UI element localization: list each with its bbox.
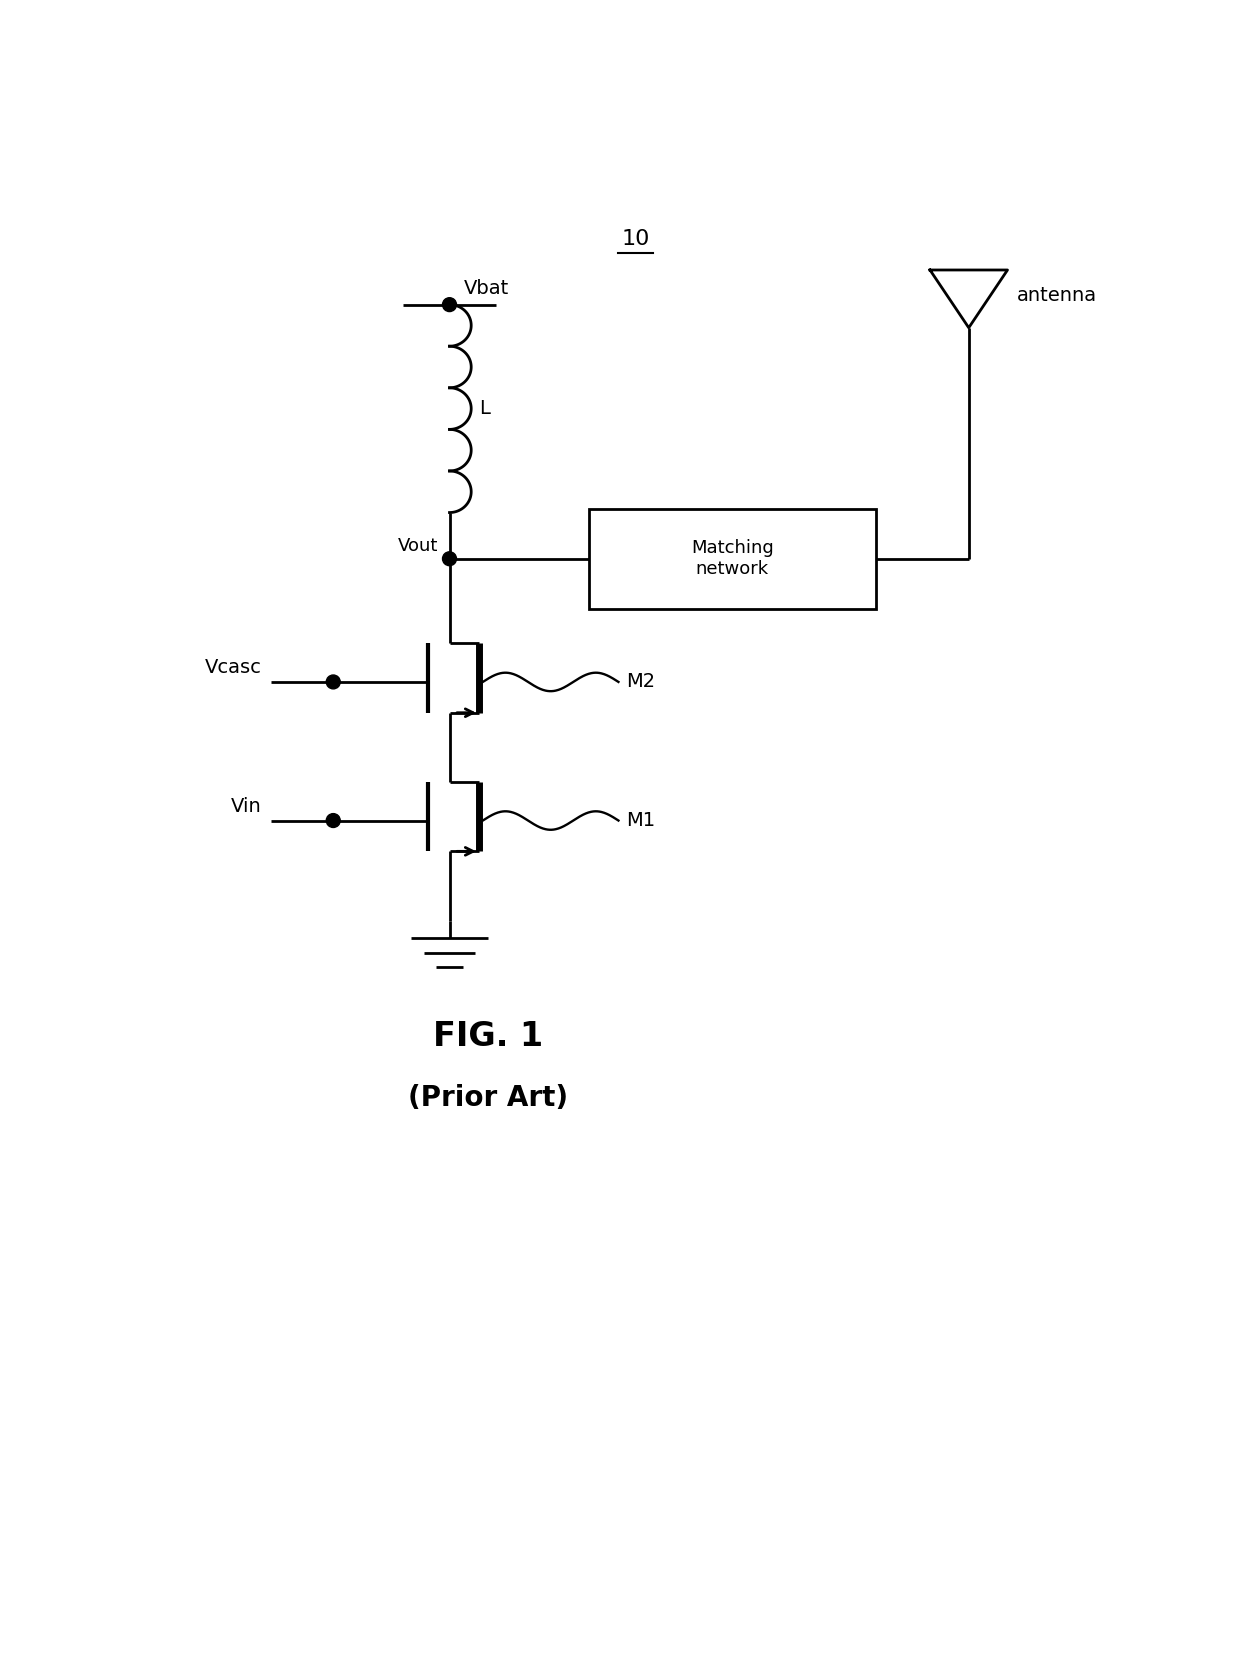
FancyBboxPatch shape [589, 508, 875, 608]
Text: antenna: antenna [1017, 287, 1097, 305]
Circle shape [326, 675, 340, 688]
Text: Vbat: Vbat [464, 280, 508, 298]
Text: L: L [479, 400, 490, 418]
Text: Vcasc: Vcasc [205, 658, 262, 678]
Text: M1: M1 [626, 811, 655, 830]
Text: FIG. 1: FIG. 1 [433, 1020, 543, 1053]
Circle shape [443, 551, 456, 566]
Text: 10: 10 [621, 230, 650, 250]
Text: (Prior Art): (Prior Art) [408, 1085, 568, 1111]
Circle shape [443, 298, 456, 312]
Text: Vin: Vin [231, 796, 262, 816]
Text: Matching
network: Matching network [691, 540, 774, 578]
Text: Vout: Vout [398, 536, 438, 555]
Circle shape [326, 813, 340, 828]
Text: M2: M2 [626, 673, 655, 691]
